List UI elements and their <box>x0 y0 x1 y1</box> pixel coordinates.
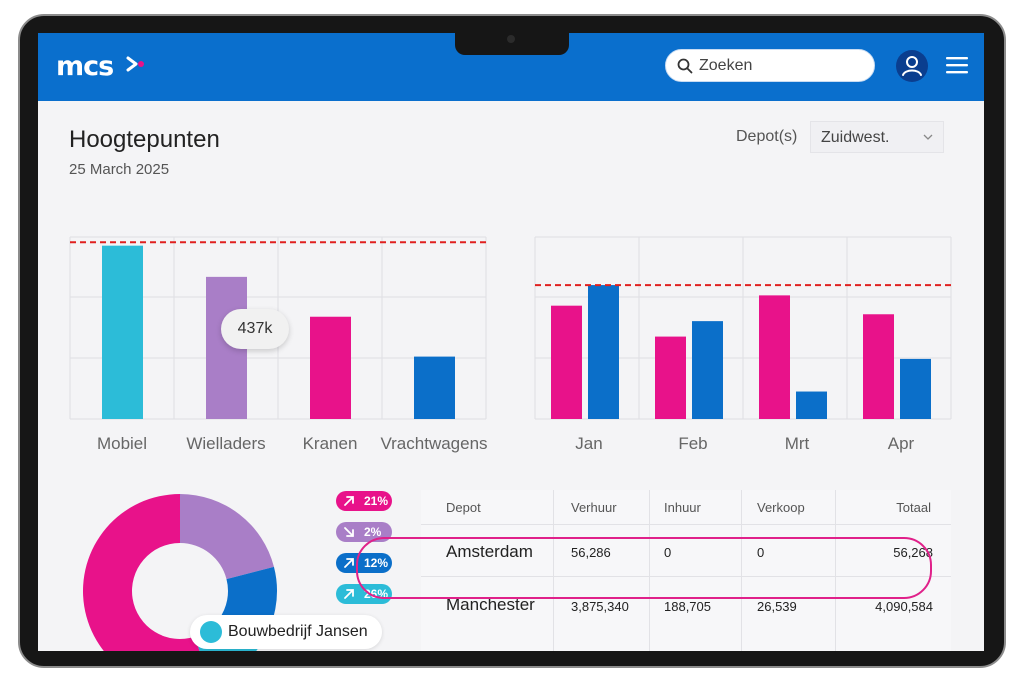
cell-verkoop: 26,539 <box>757 599 797 614</box>
x-tick-label: Wielladers <box>186 434 265 453</box>
cell-depot: Manchester <box>446 595 535 614</box>
monthly-bar-chart: Jan Feb Mrt Apr <box>534 236 952 453</box>
chevron-down-icon <box>923 134 933 140</box>
x-tick-label: Vrachtwagens <box>380 434 487 453</box>
chart-tooltip: 437k <box>221 309 289 349</box>
bar-apr-series-1 <box>863 314 894 419</box>
x-tick-label: Jan <box>575 434 602 453</box>
depot-table: Depot Verhuur Inhuur Verkoop Totaal Amst… <box>421 490 951 651</box>
camera-notch <box>455 31 569 55</box>
trend-badge-label: 21% <box>364 494 389 508</box>
header-verkoop[interactable]: Verkoop <box>757 500 805 515</box>
cell-depot: Amsterdam <box>446 542 533 561</box>
bar-jan-series-2 <box>588 285 619 419</box>
search-icon <box>677 58 693 74</box>
arrow-down-right-icon <box>344 527 354 537</box>
bar-kranen <box>310 316 351 419</box>
trend-badge-label: 2% <box>364 525 382 539</box>
row-divider <box>421 576 951 577</box>
column-divider <box>649 490 650 651</box>
depot-select[interactable]: Zuidwest. <box>810 121 944 153</box>
header-totaal[interactable]: Totaal <box>896 500 931 515</box>
bar-jan-series-1 <box>551 305 582 419</box>
x-tick-label: Mobiel <box>97 434 147 453</box>
trend-badge: 21% <box>336 491 392 511</box>
x-tick-label: Apr <box>888 434 915 453</box>
header-verhuur[interactable]: Verhuur <box>571 500 617 515</box>
bar-feb-series-1 <box>655 336 686 419</box>
bar-feb-series-2 <box>692 321 723 419</box>
cell-verhuur: 56,286 <box>571 545 611 560</box>
header-inhuur[interactable]: Inhuur <box>664 500 701 515</box>
arrow-up-right-icon <box>344 589 354 599</box>
cell-inhuur: 0 <box>664 545 672 560</box>
camera-icon <box>507 35 515 43</box>
hamburger-menu-icon[interactable] <box>946 55 968 75</box>
bar-apr-series-2 <box>900 358 931 419</box>
depot-select-value: Zuidwest. <box>821 129 890 146</box>
x-tick-label: Mrt <box>785 434 810 453</box>
cell-verkoop: 0 <box>757 545 765 560</box>
donut-slice-1 <box>180 494 274 580</box>
bar-mobiel <box>102 245 143 419</box>
cell-inhuur: 188,705 <box>664 599 711 614</box>
donut-slice-4 <box>83 494 200 651</box>
company-color-dot <box>200 621 222 643</box>
selected-row-highlight <box>356 537 932 599</box>
column-divider <box>835 490 836 651</box>
bar-mrt-series-2 <box>796 391 827 419</box>
user-account-button[interactable] <box>896 50 928 82</box>
page-date: 25 March 2025 <box>69 161 170 178</box>
bar-vrachtwagens <box>414 356 455 419</box>
bar-mrt-series-1 <box>759 295 790 419</box>
column-divider <box>553 490 554 651</box>
user-icon <box>902 56 922 76</box>
search-box[interactable] <box>665 49 875 82</box>
column-divider <box>741 490 742 651</box>
cell-totaal: 4,090,584 <box>875 599 933 614</box>
company-chip[interactable]: Bouwbedrijf Jansen <box>190 615 382 649</box>
page-title: Hoogtepunten <box>69 126 220 153</box>
cell-verhuur: 3,875,340 <box>571 599 629 614</box>
search-input[interactable] <box>699 54 859 78</box>
row-divider <box>421 524 951 525</box>
logo-mark-icon <box>126 56 144 72</box>
app-screen: mcs Hoogtepunten 25 March 2025 D <box>38 33 984 651</box>
x-tick-label: Feb <box>678 434 707 453</box>
equipment-bar-chart: Mobiel Wielladers Kranen Vrachtwagens <box>69 236 488 453</box>
header-depot[interactable]: Depot <box>446 500 481 515</box>
dashboard-content: Hoogtepunten 25 March 2025 Depot(s) Zuid… <box>38 101 984 651</box>
arrow-up-right-icon <box>344 496 354 506</box>
arrow-up-right-icon <box>344 558 354 568</box>
mcs-logo[interactable]: mcs <box>56 51 114 82</box>
depot-filter-label: Depot(s) <box>736 128 798 145</box>
company-name: Bouwbedrijf Jansen <box>228 623 368 640</box>
x-tick-label: Kranen <box>303 434 358 453</box>
